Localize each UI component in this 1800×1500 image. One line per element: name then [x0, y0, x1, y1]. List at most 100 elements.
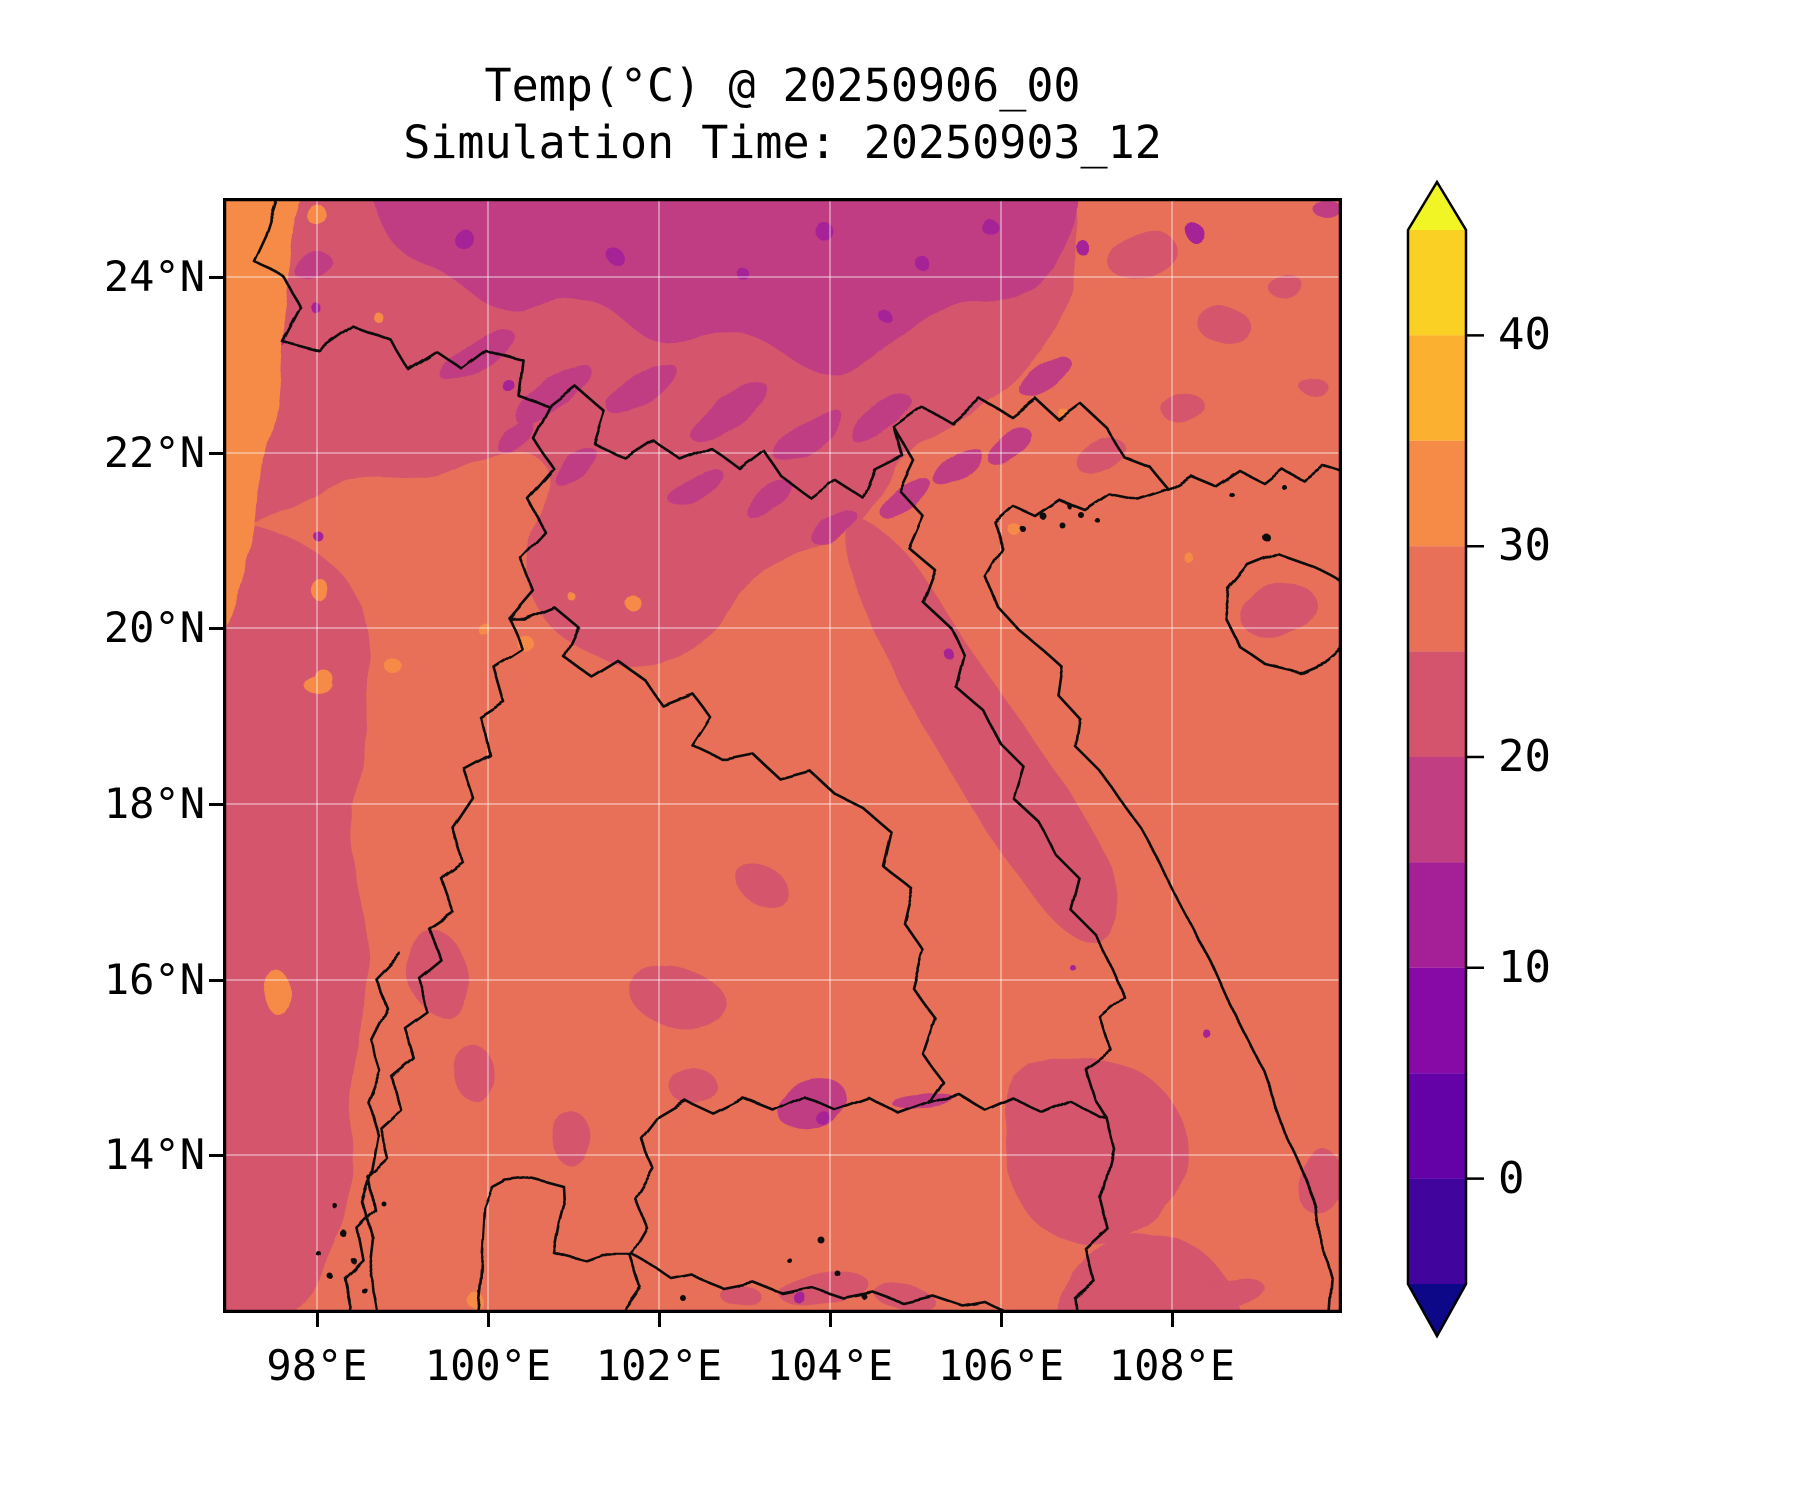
- contour-patch: [564, 589, 572, 597]
- border-china-north: [251, 198, 1171, 500]
- island-dot: [351, 1258, 357, 1264]
- coastline-gulf-of-thailand: [475, 1176, 1010, 1313]
- colorbar-band-40-45: [1408, 230, 1466, 336]
- colorbar-extend-over: [1408, 182, 1466, 230]
- contour-patch: [737, 862, 789, 910]
- island-dot: [1094, 517, 1100, 523]
- island-dot: [817, 1236, 825, 1244]
- contour-patch: [311, 303, 321, 313]
- contour-patch: [1301, 379, 1329, 397]
- y-axis-tick: [209, 275, 223, 279]
- island-dot: [1228, 491, 1234, 497]
- contour-patch: [979, 216, 995, 232]
- island-dot: [1058, 521, 1064, 527]
- contour-patch: [916, 257, 930, 271]
- contour-patch: [453, 228, 473, 248]
- island-dot: [834, 1270, 840, 1276]
- map-plot-area: [223, 198, 1342, 1313]
- y-tick-label: 24°N: [103, 252, 205, 301]
- contour-patch: [293, 252, 333, 280]
- island-dot: [1066, 503, 1072, 509]
- island-dot: [380, 1200, 386, 1206]
- temp-band-30-35-group: [223, 198, 1196, 1308]
- island-dot: [786, 1257, 792, 1263]
- contour-patch: [233, 394, 249, 422]
- contour-patch: [879, 310, 891, 322]
- temp-band-15-20-group: [293, 198, 1342, 1129]
- colorbar-tick-label: 30: [1498, 520, 1551, 571]
- contour-patch: [454, 1044, 496, 1104]
- y-axis-tick: [209, 802, 223, 806]
- contour-patch: [814, 221, 832, 239]
- colorbar-band-10-15: [1408, 862, 1466, 968]
- contour-patch: [373, 312, 383, 322]
- border-thailand-laos-cambodia: [507, 604, 945, 1313]
- x-axis-tick: [315, 1313, 319, 1327]
- contour-patch: [630, 967, 726, 1029]
- x-tick-label: 106°E: [937, 1341, 1065, 1390]
- contour-patch: [627, 597, 643, 613]
- contour-patch: [1186, 555, 1196, 565]
- contour-patch: [669, 1068, 717, 1104]
- colorbar-band-5-10: [1408, 967, 1466, 1074]
- y-tick-label: 16°N: [103, 955, 205, 1004]
- contour-patch: [1207, 1276, 1263, 1304]
- colorbar-tick-label: 40: [1498, 309, 1551, 360]
- contour-patch: [553, 1110, 589, 1166]
- island-dot: [1280, 483, 1286, 489]
- island-dot: [1078, 512, 1084, 518]
- contour-patch: [723, 1288, 763, 1308]
- colorbar-band-35-40: [1408, 335, 1466, 441]
- coastline-south-china: [1167, 464, 1342, 492]
- colorbar-extend-under: [1408, 1284, 1466, 1336]
- colorbar-tick-label: 10: [1498, 942, 1551, 993]
- x-tick-label: 108°E: [1108, 1341, 1236, 1390]
- y-axis-tick: [209, 626, 223, 630]
- island-dot: [680, 1295, 686, 1301]
- contour-patch: [933, 447, 981, 485]
- contour-patch: [873, 1283, 933, 1309]
- colorbar-tick-label: 20: [1498, 731, 1551, 782]
- contour-patch: [669, 466, 721, 506]
- colorbar-band-0-5: [1408, 1073, 1466, 1179]
- x-axis-tick: [1170, 1313, 1174, 1327]
- colorbar-band-15-20: [1408, 757, 1466, 863]
- plot-title-line2: Simulation Time: 20250903_12: [403, 116, 1162, 169]
- contour-patch: [920, 440, 1125, 633]
- y-axis-tick: [209, 451, 223, 455]
- contour-patch: [236, 500, 254, 532]
- contour-patch: [1202, 1029, 1210, 1037]
- x-tick-label: 98°E: [266, 1341, 368, 1390]
- coastline-vietnam: [985, 488, 1333, 1313]
- coastline-andaman: [361, 951, 401, 1313]
- contour-patch: [792, 1290, 804, 1302]
- colorbar-band-m5-0: [1408, 1178, 1466, 1284]
- contour-patch: [1267, 274, 1303, 298]
- island-dot: [316, 1251, 322, 1257]
- contour-patch: [739, 270, 751, 282]
- island-dot: [861, 1293, 867, 1299]
- contour-patch: [516, 366, 594, 426]
- contour-patch: [503, 380, 515, 392]
- contour-patch: [1070, 965, 1076, 971]
- contour-patch: [852, 396, 914, 444]
- colorbar-band-20-25: [1408, 651, 1466, 757]
- colorbar-band-25-30: [1408, 546, 1466, 652]
- contour-patch: [745, 479, 793, 517]
- contour-patch: [775, 410, 843, 462]
- contour-patch: [1163, 395, 1207, 425]
- contour-patch: [1188, 226, 1206, 244]
- temp-band-20-25-details: [406, 232, 1342, 1313]
- x-axis-tick: [486, 1313, 490, 1327]
- contour-patch: [1238, 583, 1318, 637]
- contour-patch: [496, 420, 534, 452]
- contour-patch: [1297, 1149, 1342, 1217]
- contour-patch: [308, 206, 328, 226]
- y-tick-label: 18°N: [103, 779, 205, 828]
- contour-patch: [1055, 1235, 1240, 1313]
- contour-patch: [845, 516, 1119, 945]
- island-dot: [1020, 526, 1026, 532]
- island-dot: [332, 1203, 338, 1209]
- contour-patch: [1019, 356, 1071, 396]
- colorbar-tick-label: 0: [1498, 1153, 1525, 1204]
